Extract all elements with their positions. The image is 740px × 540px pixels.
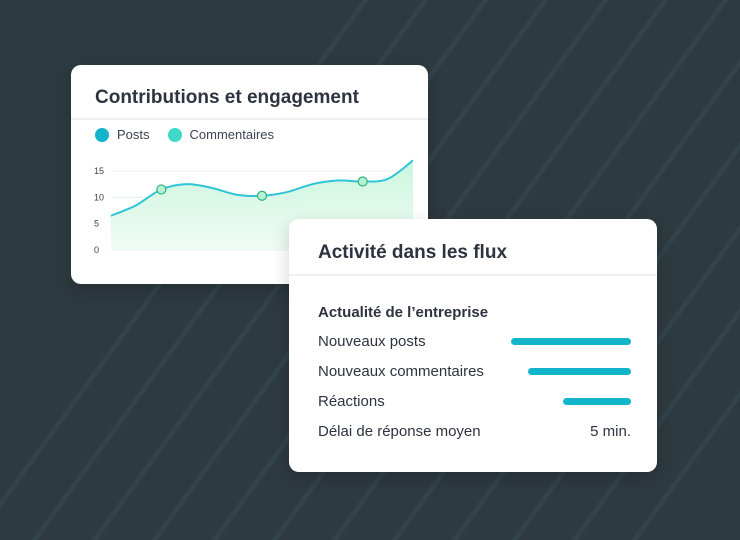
section-title: Actualité de l’entreprise (318, 304, 489, 321)
row-label: Nouveaux posts (318, 332, 426, 350)
new-comments-bar (528, 367, 631, 375)
new-posts-bar (511, 337, 631, 345)
card-divider (71, 118, 428, 120)
legend-dot-commentaires (167, 127, 182, 142)
data-point-marker[interactable] (156, 184, 167, 195)
legend-label-commentaires: Commentaires (189, 127, 275, 142)
card-divider (289, 274, 657, 276)
reactions-bar (563, 397, 631, 405)
row-new-comments: Nouveaux commentaires (318, 361, 631, 381)
response-time-value: 5 min. (590, 422, 631, 440)
legend-dot-posts (95, 127, 109, 142)
chart-legend: Posts Commentaires (95, 127, 292, 142)
y-tick-label: 15 (94, 166, 104, 176)
contributions-card-title: Contributions et engagement (95, 87, 359, 108)
data-point-marker[interactable] (256, 190, 268, 201)
y-tick-label: 0 (94, 245, 99, 255)
row-response-time: Délai de réponse moyen 5 min. (318, 421, 631, 441)
row-new-posts: Nouveaux posts (318, 331, 631, 351)
y-tick-label: 5 (94, 219, 99, 229)
legend-item-commentaires[interactable]: Commentaires (167, 127, 275, 142)
data-point-marker[interactable] (357, 176, 368, 187)
feed-card-title: Activité dans les flux (318, 242, 508, 263)
row-reactions: Réactions (318, 391, 631, 411)
row-label: Nouveaux commentaires (318, 362, 484, 380)
legend-label-posts: Posts (117, 127, 150, 142)
legend-item-posts[interactable]: Posts (95, 127, 150, 142)
feed-activity-card: Activité dans les flux Actualité de l’en… (289, 219, 657, 472)
row-label: Réactions (318, 392, 385, 410)
row-label: Délai de réponse moyen (318, 422, 481, 440)
y-tick-label: 10 (94, 192, 104, 202)
